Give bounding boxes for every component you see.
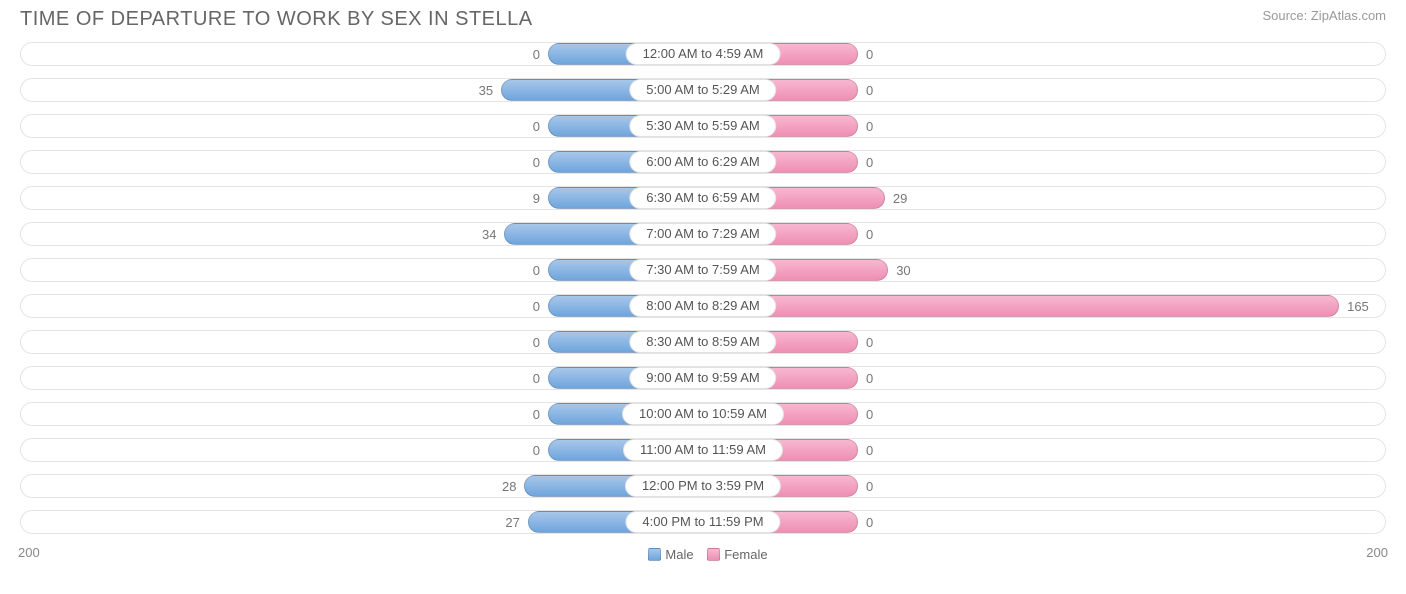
axis-right-label: 200 [1366, 545, 1388, 562]
chart-row: 0 0 10:00 AM to 10:59 AM [10, 397, 1396, 431]
female-value: 0 [858, 119, 881, 134]
female-value: 0 [858, 227, 881, 242]
female-half: 0 [703, 150, 1396, 174]
chart-row: 27 0 4:00 PM to 11:59 PM [10, 505, 1396, 539]
female-half: 0 [703, 42, 1396, 66]
chart-row: 9 29 6:30 AM to 6:59 AM [10, 181, 1396, 215]
timeslot-label: 9:00 AM to 9:59 AM [629, 367, 776, 389]
female-value: 0 [858, 407, 881, 422]
female-value: 0 [858, 515, 881, 530]
female-value: 29 [885, 191, 915, 206]
chart-row: 0 0 11:00 AM to 11:59 AM [10, 433, 1396, 467]
male-value: 0 [525, 299, 548, 314]
male-half: 0 [10, 330, 703, 354]
legend-male-label: Male [665, 547, 693, 562]
male-value: 0 [525, 407, 548, 422]
chart-row: 0 0 8:30 AM to 8:59 AM [10, 325, 1396, 359]
male-half: 0 [10, 294, 703, 318]
male-half: 28 [10, 474, 703, 498]
male-half: 35 [10, 78, 703, 102]
legend-female-label: Female [724, 547, 767, 562]
chart-row: 35 0 5:00 AM to 5:29 AM [10, 73, 1396, 107]
timeslot-label: 8:00 AM to 8:29 AM [629, 295, 776, 317]
male-half: 0 [10, 366, 703, 390]
female-half: 0 [703, 510, 1396, 534]
timeslot-label: 5:00 AM to 5:29 AM [629, 79, 776, 101]
female-swatch [707, 548, 720, 561]
male-half: 0 [10, 42, 703, 66]
timeslot-label: 7:00 AM to 7:29 AM [629, 223, 776, 245]
female-bar [703, 295, 1339, 317]
male-value: 0 [525, 443, 548, 458]
axis-row: 200 Male Female 200 [0, 541, 1406, 562]
female-half: 0 [703, 402, 1396, 426]
male-half: 34 [10, 222, 703, 246]
chart-row: 0 0 6:00 AM to 6:29 AM [10, 145, 1396, 179]
male-half: 0 [10, 114, 703, 138]
axis-left-label: 200 [18, 545, 40, 562]
timeslot-label: 11:00 AM to 11:59 AM [623, 439, 783, 461]
female-half: 0 [703, 366, 1396, 390]
timeslot-label: 6:00 AM to 6:29 AM [629, 151, 776, 173]
chart-row: 28 0 12:00 PM to 3:59 PM [10, 469, 1396, 503]
female-half: 0 [703, 330, 1396, 354]
female-half: 0 [703, 474, 1396, 498]
chart-source: Source: ZipAtlas.com [1262, 8, 1386, 23]
male-half: 0 [10, 438, 703, 462]
male-half: 0 [10, 402, 703, 426]
female-half: 0 [703, 438, 1396, 462]
female-half: 0 [703, 114, 1396, 138]
female-value: 0 [858, 479, 881, 494]
male-value: 9 [525, 191, 548, 206]
timeslot-label: 12:00 PM to 3:59 PM [625, 475, 781, 497]
male-half: 0 [10, 150, 703, 174]
male-half: 9 [10, 186, 703, 210]
female-value: 0 [858, 155, 881, 170]
chart-row: 0 0 5:30 AM to 5:59 AM [10, 109, 1396, 143]
timeslot-label: 6:30 AM to 6:59 AM [629, 187, 776, 209]
female-half: 29 [703, 186, 1396, 210]
male-value: 0 [525, 335, 548, 350]
male-value: 0 [525, 263, 548, 278]
chart-row: 0 0 9:00 AM to 9:59 AM [10, 361, 1396, 395]
male-value: 0 [525, 119, 548, 134]
male-value: 35 [471, 83, 501, 98]
timeslot-label: 4:00 PM to 11:59 PM [625, 511, 780, 533]
male-value: 27 [497, 515, 527, 530]
male-half: 0 [10, 258, 703, 282]
female-value: 165 [1339, 299, 1377, 314]
male-half: 27 [10, 510, 703, 534]
female-half: 30 [703, 258, 1396, 282]
male-value: 0 [525, 47, 548, 62]
chart-row: 0 0 12:00 AM to 4:59 AM [10, 37, 1396, 71]
male-value: 0 [525, 155, 548, 170]
female-value: 0 [858, 83, 881, 98]
female-value: 30 [888, 263, 918, 278]
male-value: 28 [494, 479, 524, 494]
timeslot-label: 5:30 AM to 5:59 AM [629, 115, 776, 137]
chart-row: 0 30 7:30 AM to 7:59 AM [10, 253, 1396, 287]
male-value: 0 [525, 371, 548, 386]
female-half: 0 [703, 78, 1396, 102]
male-swatch [648, 548, 661, 561]
chart-row: 34 0 7:00 AM to 7:29 AM [10, 217, 1396, 251]
timeslot-label: 8:30 AM to 8:59 AM [629, 331, 776, 353]
female-value: 0 [858, 335, 881, 350]
female-value: 0 [858, 371, 881, 386]
legend: Male Female [638, 547, 767, 562]
chart-area: 0 0 12:00 AM to 4:59 AM 35 0 5:00 AM to 5:29 … [0, 35, 1406, 539]
male-value: 34 [474, 227, 504, 242]
chart-title: TIME OF DEPARTURE TO WORK BY SEX IN STEL… [20, 8, 533, 31]
timeslot-label: 10:00 AM to 10:59 AM [622, 403, 784, 425]
chart-row: 0 165 8:00 AM to 8:29 AM [10, 289, 1396, 323]
female-value: 0 [858, 47, 881, 62]
female-half: 165 [703, 294, 1396, 318]
timeslot-label: 7:30 AM to 7:59 AM [629, 259, 776, 281]
female-value: 0 [858, 443, 881, 458]
timeslot-label: 12:00 AM to 4:59 AM [626, 43, 781, 65]
female-half: 0 [703, 222, 1396, 246]
